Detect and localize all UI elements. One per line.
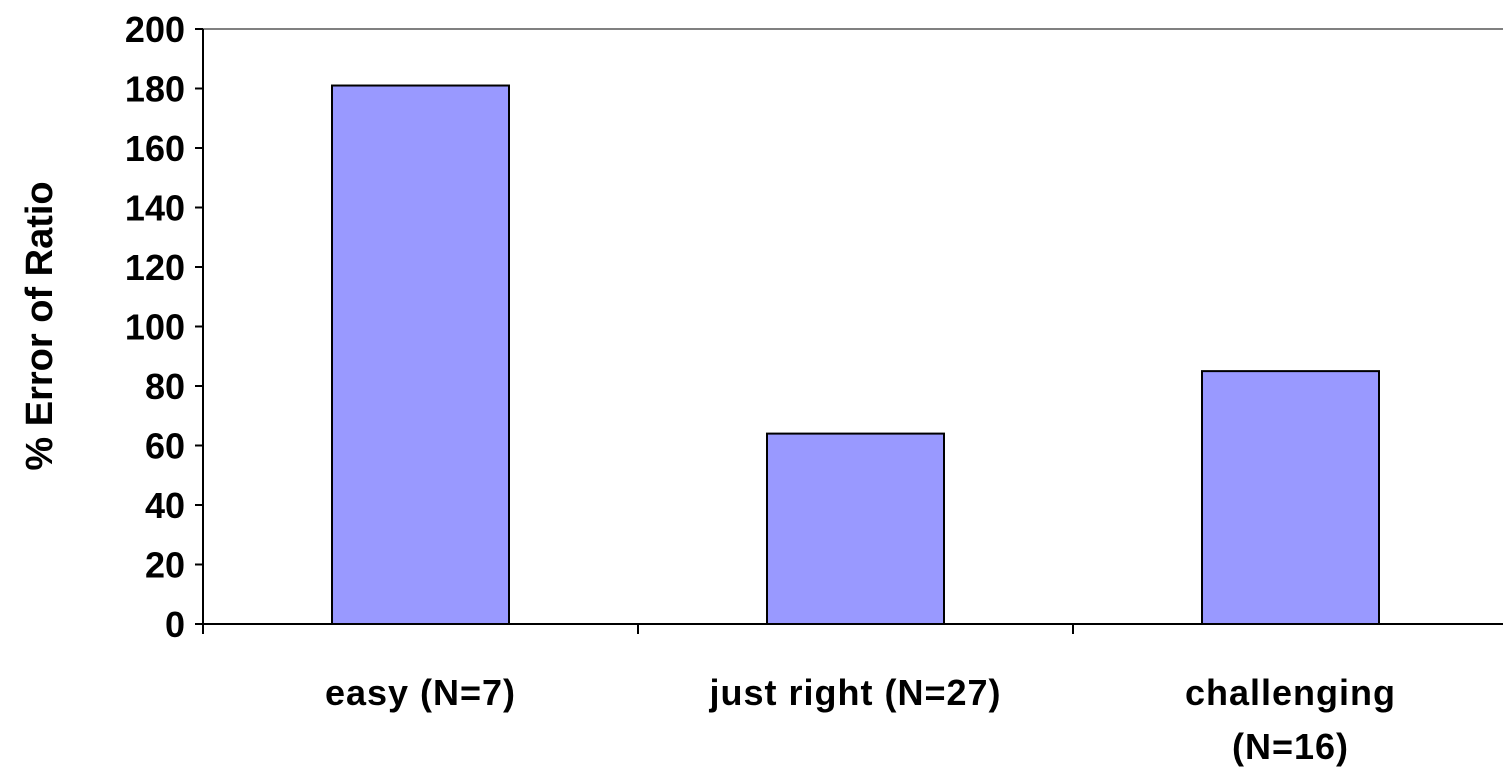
y-tick-label: 0 <box>165 604 185 645</box>
x-category-label: challenging <box>1185 672 1396 713</box>
bar-2 <box>766 432 945 625</box>
y-tick-label: 20 <box>145 545 185 586</box>
x-axis-ticks: easy (N=7) just right (N=27) challenging (N… <box>202 624 1396 767</box>
y-tick-label: 200 <box>125 9 185 50</box>
x-category-label: (N=16) <box>1232 726 1349 767</box>
y-axis-title: % Error of Ratio <box>19 181 61 470</box>
y-tick-label: 160 <box>125 128 185 169</box>
y-tick-label: 80 <box>145 366 185 407</box>
bar-3 <box>1201 370 1380 625</box>
x-category-label: easy (N=7) <box>325 672 516 713</box>
y-tick-label: 40 <box>145 485 185 526</box>
y-tick-label: 100 <box>125 307 185 348</box>
y-tick-label: 180 <box>125 69 185 110</box>
x-category-label: just right (N=27) <box>708 672 1001 713</box>
y-axis-ticks: 0 20 40 60 80 100 120 140 160 180 200 <box>125 9 203 645</box>
y-tick-label: 120 <box>125 247 185 288</box>
y-tick-label: 60 <box>145 426 185 467</box>
bars-group <box>331 84 1380 625</box>
y-tick-label: 140 <box>125 188 185 229</box>
bar-1 <box>331 84 510 625</box>
